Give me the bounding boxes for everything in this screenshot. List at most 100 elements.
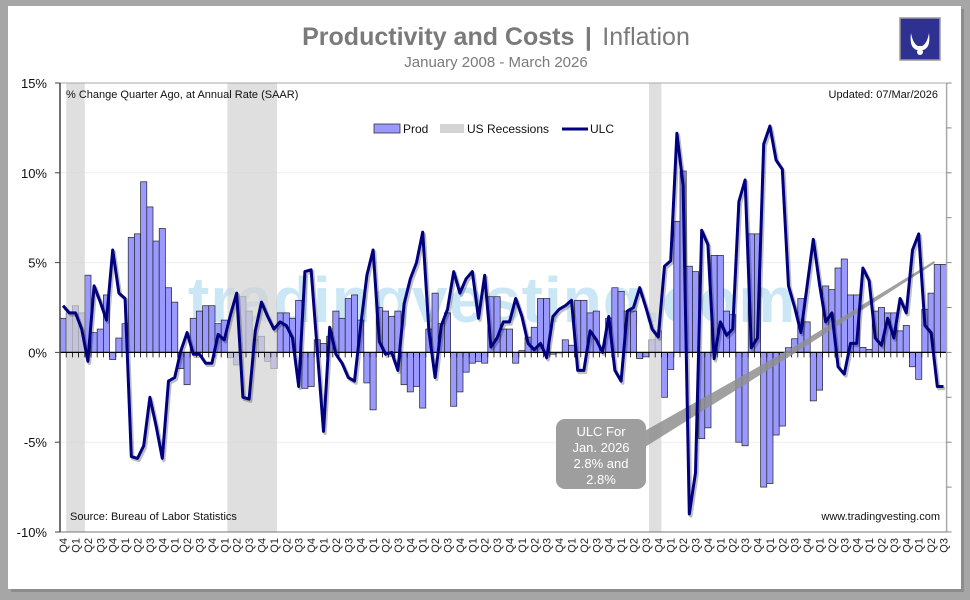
x-tick-label: Q4	[604, 538, 616, 553]
annotation-line: ULC For	[576, 424, 626, 439]
annotation-line: 2.8% and	[574, 456, 629, 471]
chart-title: Productivity and Costs | Inflation	[302, 23, 690, 51]
prod-bar	[940, 264, 947, 353]
x-tick-label: Q1	[864, 538, 876, 553]
x-tick-label: Q3	[889, 538, 901, 553]
prod-bar	[208, 305, 216, 353]
prod-bar	[152, 240, 160, 353]
x-tick-label: Q1	[170, 538, 182, 553]
x-tick-label: Q3	[839, 538, 851, 553]
x-tick-label: Q3	[790, 538, 802, 553]
x-tick-label: Q3	[294, 538, 306, 553]
y-tick-label: -5%	[24, 435, 48, 450]
prod-bar	[778, 352, 786, 427]
x-tick-label: Q1	[517, 538, 529, 553]
prod-bar	[338, 317, 346, 353]
x-tick-label: Q2	[133, 538, 145, 553]
prod-bar	[630, 310, 637, 353]
prod-bar	[667, 352, 675, 370]
source-note: Source: Bureau of Labor Statistics	[70, 511, 237, 523]
prod-bar	[59, 317, 67, 353]
prod-bar	[915, 352, 923, 380]
prod-bar	[859, 347, 867, 353]
prod-bar	[165, 287, 172, 353]
recession-band	[66, 83, 85, 532]
title-main: Productivity and Costs	[302, 23, 574, 51]
prod-bar	[146, 206, 154, 353]
prod-bar	[450, 352, 458, 407]
title-sub: Inflation	[602, 23, 690, 51]
prod-bar	[580, 299, 588, 353]
x-tick-label: Q4	[653, 538, 665, 553]
x-tick-label: Q3	[343, 538, 355, 553]
x-tick-label: Q2	[83, 538, 95, 553]
prod-bar	[809, 352, 817, 402]
x-tick-label: Q1	[666, 538, 678, 553]
x-tick-label: Q1	[120, 538, 132, 553]
prod-bar	[413, 352, 420, 387]
prod-bar	[158, 228, 166, 353]
x-tick-label: Q3	[691, 538, 703, 553]
x-tick-label: Q1	[269, 538, 281, 553]
recession-band	[649, 83, 662, 532]
x-tick-label: Q1	[567, 538, 579, 553]
x-tick-label: Q2	[827, 538, 839, 553]
prod-bar	[909, 352, 916, 368]
x-tick-label: Q2	[678, 538, 690, 553]
x-tick-label: Q2	[232, 538, 244, 553]
x-tick-label: Q4	[505, 538, 517, 553]
prod-bar	[512, 352, 520, 364]
prod-bar	[735, 352, 743, 443]
x-tick-label: Q2	[926, 538, 938, 553]
x-tick-label: Q3	[195, 538, 207, 553]
prod-bar	[351, 294, 358, 353]
x-tick-label: Q3	[145, 538, 157, 553]
prod-bar	[369, 352, 377, 411]
x-tick-label: Q3	[393, 538, 405, 553]
x-tick-label: Q1	[815, 538, 827, 553]
x-tick-label: Q4	[58, 538, 70, 553]
prod-bar	[320, 343, 327, 353]
x-tick-label: Q4	[554, 538, 566, 553]
prod-bar	[902, 325, 910, 353]
legend: Prod US Recessions ULC	[373, 122, 614, 136]
legend-label-ulc: ULC	[590, 122, 614, 136]
plot-area: tradingvesting.com	[59, 82, 952, 533]
y-tick-label: 10%	[21, 166, 47, 181]
prod-bar	[462, 352, 470, 373]
prod-bar	[704, 352, 712, 429]
prod-bar	[183, 352, 191, 386]
x-tick-label: Q4	[703, 538, 715, 553]
annotation-line: Jan. 2026	[572, 440, 629, 455]
prod-bar	[140, 181, 148, 353]
y-tick-label: 15%	[21, 76, 47, 91]
annotation-arrow	[641, 261, 935, 447]
x-tick-label: Q4	[802, 538, 814, 553]
x-tick-label: Q3	[492, 538, 504, 553]
legend-label-prod: Prod	[403, 122, 428, 136]
prod-bar	[561, 339, 569, 353]
recession-band	[227, 83, 277, 532]
x-tick-label: Q4	[157, 538, 169, 553]
prod-bar	[636, 352, 644, 360]
x-tick-label: Q3	[939, 538, 951, 553]
x-tick-label: Q2	[529, 538, 541, 553]
prod-bar	[202, 305, 210, 353]
prod-bar	[816, 352, 823, 391]
y-tick-label: -10%	[17, 525, 48, 540]
x-tick-label: Q4	[306, 538, 318, 553]
x-tick-label: Q4	[405, 538, 417, 553]
prod-bar	[115, 337, 123, 353]
prod-bar	[96, 328, 104, 353]
prod-bar	[741, 352, 749, 447]
prod-bar	[134, 233, 141, 353]
x-tick-label: Q2	[728, 538, 740, 553]
legend-swatch-recessions	[440, 124, 464, 133]
x-tick-label: Q2	[579, 538, 591, 553]
prod-bar	[276, 312, 284, 353]
x-tick-label: Q2	[381, 538, 393, 553]
bull-horns-logo	[899, 17, 941, 61]
x-tick-label: Q4	[901, 538, 913, 553]
prod-bar	[406, 352, 414, 393]
